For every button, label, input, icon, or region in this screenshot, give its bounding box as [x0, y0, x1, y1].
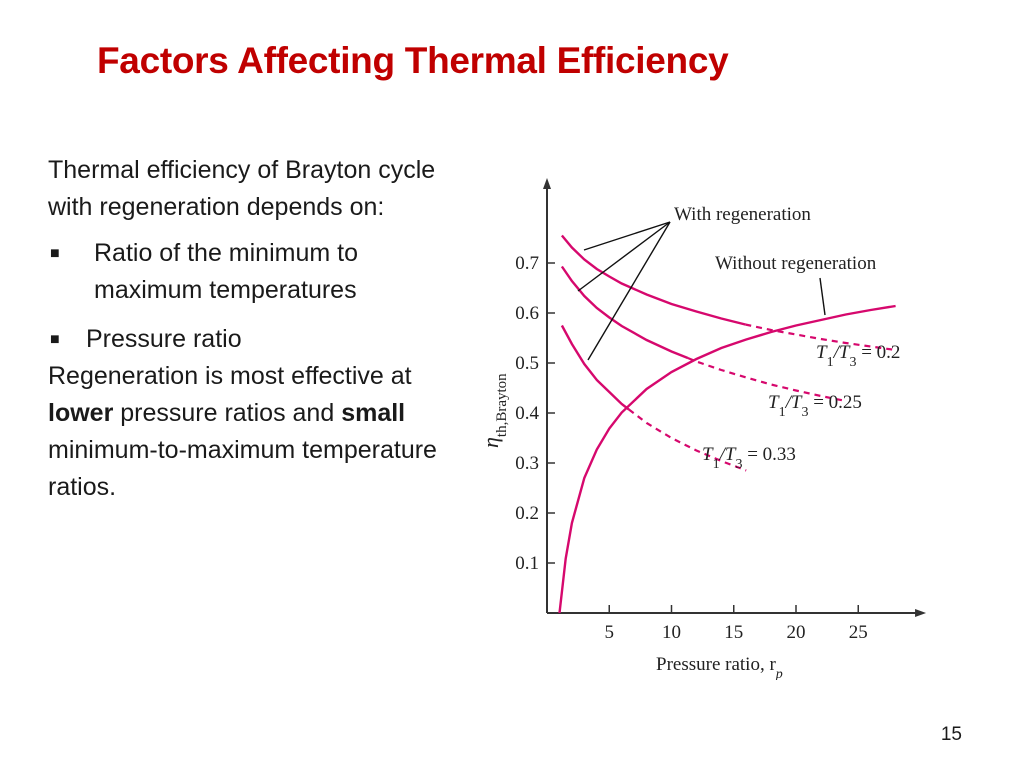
page-number: 15 [940, 724, 962, 745]
leader-line-with-regen-1 [583, 221, 671, 251]
y-tick-label: 0.3 [515, 453, 539, 474]
y-tick-label: 0.4 [515, 403, 539, 424]
intro-paragraph: Thermal efficiency of Brayton cycle with… [48, 156, 436, 221]
x-axis-label: Pressure ratio, rp [656, 654, 783, 680]
x-tick-label: 5 [605, 622, 615, 643]
leader-line-without-regen [819, 277, 826, 316]
emphasis-lower: lower [48, 399, 114, 427]
x-tick-label: 15 [724, 622, 743, 643]
y-axis-arrow-icon [543, 178, 551, 189]
slide-title: Factors Affecting Thermal Efficiency [97, 40, 729, 81]
curve-regen-solid-2 [560, 265, 689, 360]
square-bullet-icon: ■ [50, 331, 60, 348]
curve-label-1: T1/T3 = 0.2 [816, 342, 900, 370]
curve-regen-solid-3 [560, 324, 630, 411]
body-text: Thermal efficiency of Brayton cycle with… [48, 152, 448, 506]
y-tick-label: 0.1 [515, 553, 539, 574]
x-tick-label: 25 [849, 622, 868, 643]
annotation-with-regeneration: With regeneration [674, 204, 811, 225]
emphasis-small: small [341, 399, 406, 427]
y-tick-label: 0.7 [515, 253, 539, 274]
y-axis-label: ηth,Brayton [478, 373, 510, 448]
leader-line-with-regen-3 [587, 221, 671, 361]
curve-label-2: T1/T3 = 0.25 [768, 392, 862, 420]
curve-regen-dashed-1 [745, 323, 896, 352]
conclusion-text: pressure ratios and [113, 399, 342, 427]
curve-regen-dashed-2 [687, 356, 847, 403]
curve-regen-solid-1 [560, 234, 746, 326]
efficiency-chart: 5 10 15 20 25 0.1 0.2 0.3 0.4 0.5 0.6 0.7 Pressure r… [478, 178, 927, 680]
square-bullet-icon: ■ [50, 245, 60, 262]
leader-line-with-regen-2 [577, 221, 671, 292]
bullet-text-1: Ratio of the minimum to maximum temperat… [94, 239, 358, 304]
conclusion-text: Regeneration is most effective at [48, 362, 412, 390]
bullet-text-2: Pressure ratio [86, 325, 242, 353]
x-tick-label: 20 [787, 622, 806, 643]
conclusion-text: minimum-to-maximum temperature ratios. [48, 436, 437, 501]
y-tick-label: 0.6 [515, 303, 539, 324]
bullet-item-2: ■ Pressure ratio [48, 321, 448, 358]
y-tick-label: 0.5 [515, 353, 539, 374]
x-tick-label: 10 [662, 622, 681, 643]
curve-label-3: T1/T3 = 0.33 [702, 444, 796, 472]
curve-without-regeneration [558, 304, 896, 614]
y-tick-label: 0.2 [515, 503, 539, 524]
conclusion-paragraph: Regeneration is most effective at lower … [48, 358, 448, 506]
curve-regen-dashed-3 [628, 408, 747, 472]
bullet-item-1: ■ Ratio of the minimum to maximum temper… [48, 235, 448, 309]
annotation-without-regeneration: Without regeneration [715, 253, 877, 274]
x-axis-arrow-icon [915, 609, 927, 617]
